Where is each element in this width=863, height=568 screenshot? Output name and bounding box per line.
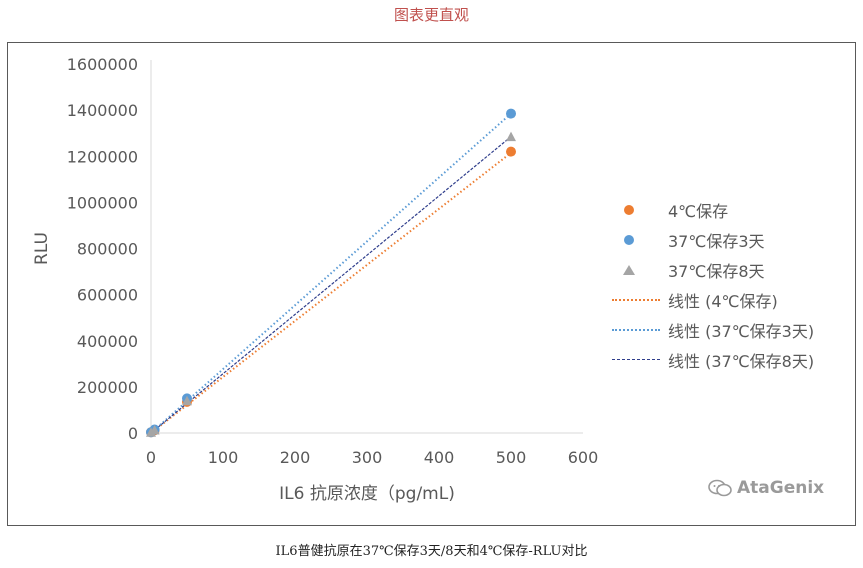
y-tick-label-8: 1600000 (67, 55, 138, 74)
legend-line-trend-4c (612, 299, 660, 301)
data-point-s1-p3 (506, 108, 516, 119)
data-point-s2-p1 (149, 425, 160, 435)
data-point-s2-p2 (182, 395, 192, 406)
trendline-2 (150, 136, 512, 434)
legend-marker-37c-8d (623, 265, 635, 275)
legend-label-trend-37c-3d: 线性 (37℃保存3天) (668, 322, 815, 341)
wechat-icon (708, 479, 732, 497)
x-tick-label-0: 0 (146, 448, 156, 467)
legend-label-trend-4c: 线性 (4℃保存) (668, 292, 778, 311)
y-tick-label-7: 1400000 (67, 101, 138, 120)
chart-legend: 4℃保存 37℃保存3天 37℃保存8天 线性 (4℃保存) 线性 (37℃保存… (612, 195, 852, 375)
trendline-0 (150, 152, 512, 434)
legend-item-trend-4c: 线性 (4℃保存) (612, 285, 852, 315)
trendline-1 (150, 112, 512, 434)
legend-label-trend-37c-8d: 线性 (37℃保存8天) (668, 352, 815, 371)
y-tick-label-6: 1200000 (67, 147, 138, 166)
y-tick-label-3: 600000 (77, 286, 138, 305)
watermark-text: AtaGenix (737, 478, 825, 498)
legend-line-trend-37c-8d (612, 359, 660, 360)
y-tick-label-4: 800000 (77, 240, 138, 259)
y-tick-label-1: 200000 (77, 378, 138, 397)
x-tick-label-1: 100 (208, 448, 239, 467)
y-tick-label-5: 1000000 (67, 193, 138, 212)
y-tick-label-0: 0 (128, 424, 138, 443)
legend-item-4c: 4℃保存 (612, 195, 852, 225)
legend-line-trend-37c-3d (612, 329, 660, 331)
legend-label-4c: 4℃保存 (668, 202, 729, 221)
x-tick-label-4: 400 (424, 448, 455, 467)
legend-item-37c-8d: 37℃保存8天 (612, 255, 852, 285)
legend-item-trend-37c-3d: 线性 (37℃保存3天) (612, 315, 852, 345)
legend-marker-37c-3d (624, 235, 634, 245)
watermark: AtaGenix (707, 478, 824, 498)
legend-item-trend-37c-8d: 线性 (37℃保存8天) (612, 345, 852, 375)
legend-label-37c-3d: 37℃保存3天 (668, 232, 765, 251)
legend-item-37c-3d: 37℃保存3天 (612, 225, 852, 255)
page-header-title: 图表更直观 (393, 6, 469, 24)
legend-label-37c-8d: 37℃保存8天 (668, 262, 765, 281)
x-tick-label-6: 600 (568, 448, 599, 467)
y-axis-title: RLU (32, 232, 52, 265)
legend-marker-4c (624, 205, 634, 215)
data-point-s0-p3 (506, 146, 516, 157)
x-tick-label-3: 300 (352, 448, 383, 467)
x-axis-title: IL6 抗原浓度（pg/mL) (279, 484, 455, 504)
chart-frame (7, 42, 856, 526)
data-point-s2-p3 (506, 131, 516, 142)
y-tick-label-2: 400000 (77, 332, 138, 351)
x-tick-label-5: 500 (496, 448, 527, 467)
figure-caption: IL6普健抗原在37℃保存3天/8天和4℃保存-RLU对比 (275, 544, 588, 559)
x-tick-label-2: 200 (280, 448, 311, 467)
